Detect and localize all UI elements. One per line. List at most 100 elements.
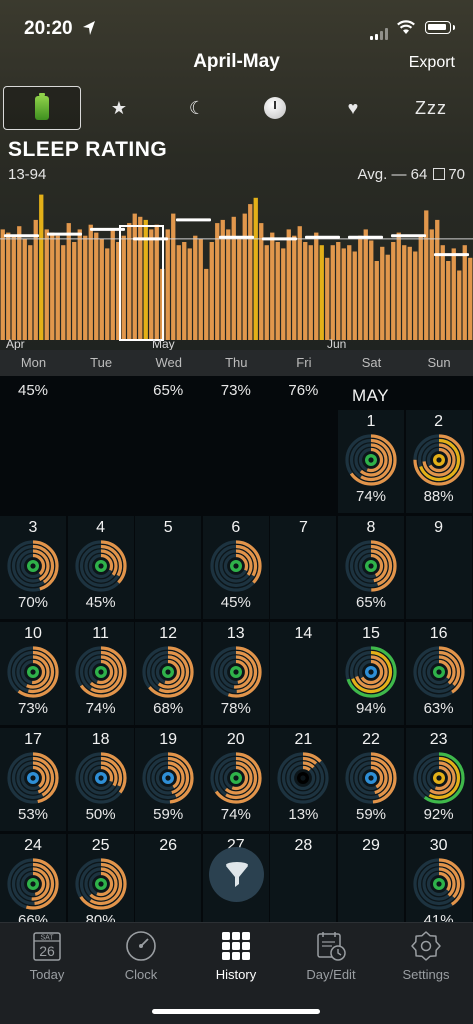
calendar-day-cell[interactable]: 3 70% — [0, 516, 66, 619]
tab-heart[interactable]: ♥ — [317, 86, 389, 130]
weekly-average-marker — [90, 227, 125, 231]
calendar-day-cell[interactable]: 19 59% — [135, 728, 202, 831]
ring-arc — [354, 549, 388, 583]
day-number: 17 — [24, 731, 42, 748]
calendar-day-cell[interactable]: 1 74% — [338, 410, 404, 513]
calendar-day-cell[interactable]: 25 80% — [67, 834, 134, 922]
ring-arc — [358, 553, 384, 579]
calendar-day-cell[interactable]: 30 41% — [405, 834, 472, 922]
calendar-day-cell[interactable]: 18 50% — [67, 728, 134, 831]
selected-week-frame[interactable] — [119, 225, 164, 341]
chart-bar — [341, 248, 346, 340]
tab-clock-nav[interactable]: Clock — [94, 929, 188, 982]
ring-arc — [88, 553, 113, 579]
ring-arc — [426, 765, 451, 791]
sleep-ring-icon — [210, 540, 262, 592]
calendar-day-cell[interactable]: 12 68% — [135, 622, 202, 725]
weekly-average-marker — [348, 235, 383, 239]
weekday-label: Wed — [155, 355, 182, 370]
sleep-ring-icon — [7, 646, 59, 698]
chart-bar — [154, 224, 159, 340]
ring-arc — [11, 862, 55, 906]
day-percent: 50% — [85, 806, 116, 823]
calendar-day-cell[interactable]: 26 — [135, 834, 202, 922]
calendar-day-cell[interactable]: 10 73% — [0, 622, 66, 725]
calendar-day-cell[interactable]: 7 — [270, 516, 337, 619]
chart-bar — [325, 257, 330, 340]
calendar-day-cell[interactable]: 9 — [405, 516, 472, 619]
calendar-day-cell[interactable]: 5 — [135, 516, 202, 619]
chart-bar — [457, 270, 462, 340]
weekday-label: Fri — [296, 355, 312, 370]
chart-bar — [33, 219, 38, 340]
day-number: 12 — [159, 625, 178, 642]
day-percent: 41% — [423, 912, 454, 922]
chart-bar — [330, 245, 335, 340]
tab-bar: SAT 26 Today Clock History — [0, 922, 473, 1024]
calendar-day-cell[interactable]: 20 74% — [202, 728, 269, 831]
calendar-day-cell[interactable]: 29 — [338, 834, 404, 922]
day-number: 13 — [226, 625, 245, 642]
day-number: 29 — [362, 837, 380, 854]
ring-arc — [291, 765, 316, 791]
ring-arc — [426, 871, 451, 897]
battery-status-icon — [425, 21, 455, 34]
calendar-day-cell[interactable]: 8 65% — [338, 516, 404, 619]
ring-arc — [214, 756, 257, 800]
ring-arc — [426, 447, 451, 473]
ring-arc — [417, 438, 460, 482]
tab-day-edit-label: Day/Edit — [306, 967, 356, 982]
calendar-day-cell[interactable]: 14 — [270, 622, 337, 725]
ring-arc — [421, 761, 456, 795]
chart-bar — [143, 219, 148, 340]
tab-star[interactable]: ★ — [83, 86, 155, 130]
calendar-day-cell[interactable]: 28 — [270, 834, 337, 922]
ring-arc — [151, 655, 185, 689]
calendar-day-cell[interactable]: 6 45% — [202, 516, 269, 619]
ring-arc — [412, 858, 465, 910]
chart-bar — [215, 223, 220, 340]
ring-arc — [412, 752, 465, 804]
tab-settings[interactable]: Settings — [379, 929, 473, 982]
chart-title: SLEEP RATING — [8, 138, 168, 161]
chart-bar — [380, 246, 385, 340]
day-percent: 80% — [85, 912, 116, 922]
home-indicator — [152, 1009, 320, 1014]
chart-bar — [292, 235, 297, 340]
export-button[interactable]: Export — [408, 54, 455, 71]
calendar-day-cell[interactable]: 23 92% — [405, 728, 472, 831]
chart-bar — [369, 240, 374, 340]
chart-average: Avg. — 64 70 — [358, 166, 465, 183]
calendar-day-cell[interactable]: 15 94% — [338, 622, 404, 725]
ring-arc — [20, 659, 46, 685]
calendar-day-cell[interactable]: 21 13% — [270, 728, 337, 831]
day-number: 30 — [429, 837, 448, 854]
calendar-day-cell[interactable]: 22 59% — [338, 728, 404, 831]
calendar-day-cell[interactable]: 17 53% — [0, 728, 66, 831]
filter-button[interactable] — [209, 847, 264, 902]
chart-bar — [11, 235, 16, 340]
tab-today[interactable]: SAT 26 Today — [0, 929, 94, 982]
previous-month-percent: 73% — [220, 382, 251, 399]
chart-bar — [319, 245, 324, 340]
calendar-empty-cell — [0, 410, 66, 513]
sleep-rating-chart[interactable]: Apr May Jun — [0, 182, 473, 350]
ring-arc — [349, 650, 393, 694]
tab-history[interactable]: History — [189, 929, 283, 982]
tab-day-edit[interactable]: Day/Edit — [284, 929, 378, 982]
calendar-day-cell[interactable]: 4 45% — [67, 516, 134, 619]
tab-zzz[interactable]: Zzz — [395, 86, 467, 130]
calendar-day-cell[interactable]: 2 88% — [405, 410, 472, 513]
chart-bar — [226, 229, 231, 340]
calendar-day-cell[interactable]: 11 74% — [67, 622, 134, 725]
calendar-day-cell[interactable]: 16 63% — [405, 622, 472, 725]
tab-clock[interactable] — [239, 86, 311, 130]
calendar-day-cell[interactable]: 13 78% — [202, 622, 269, 725]
day-number: 24 — [24, 837, 42, 854]
calendar-day-cell[interactable]: 24 66% — [0, 834, 66, 922]
tab-moon[interactable]: ☾ — [161, 86, 233, 130]
chart-bar — [435, 219, 440, 340]
sleep-ring-icon — [74, 752, 127, 804]
ring-arc — [354, 443, 388, 477]
tab-sleep-rating[interactable] — [3, 86, 81, 130]
